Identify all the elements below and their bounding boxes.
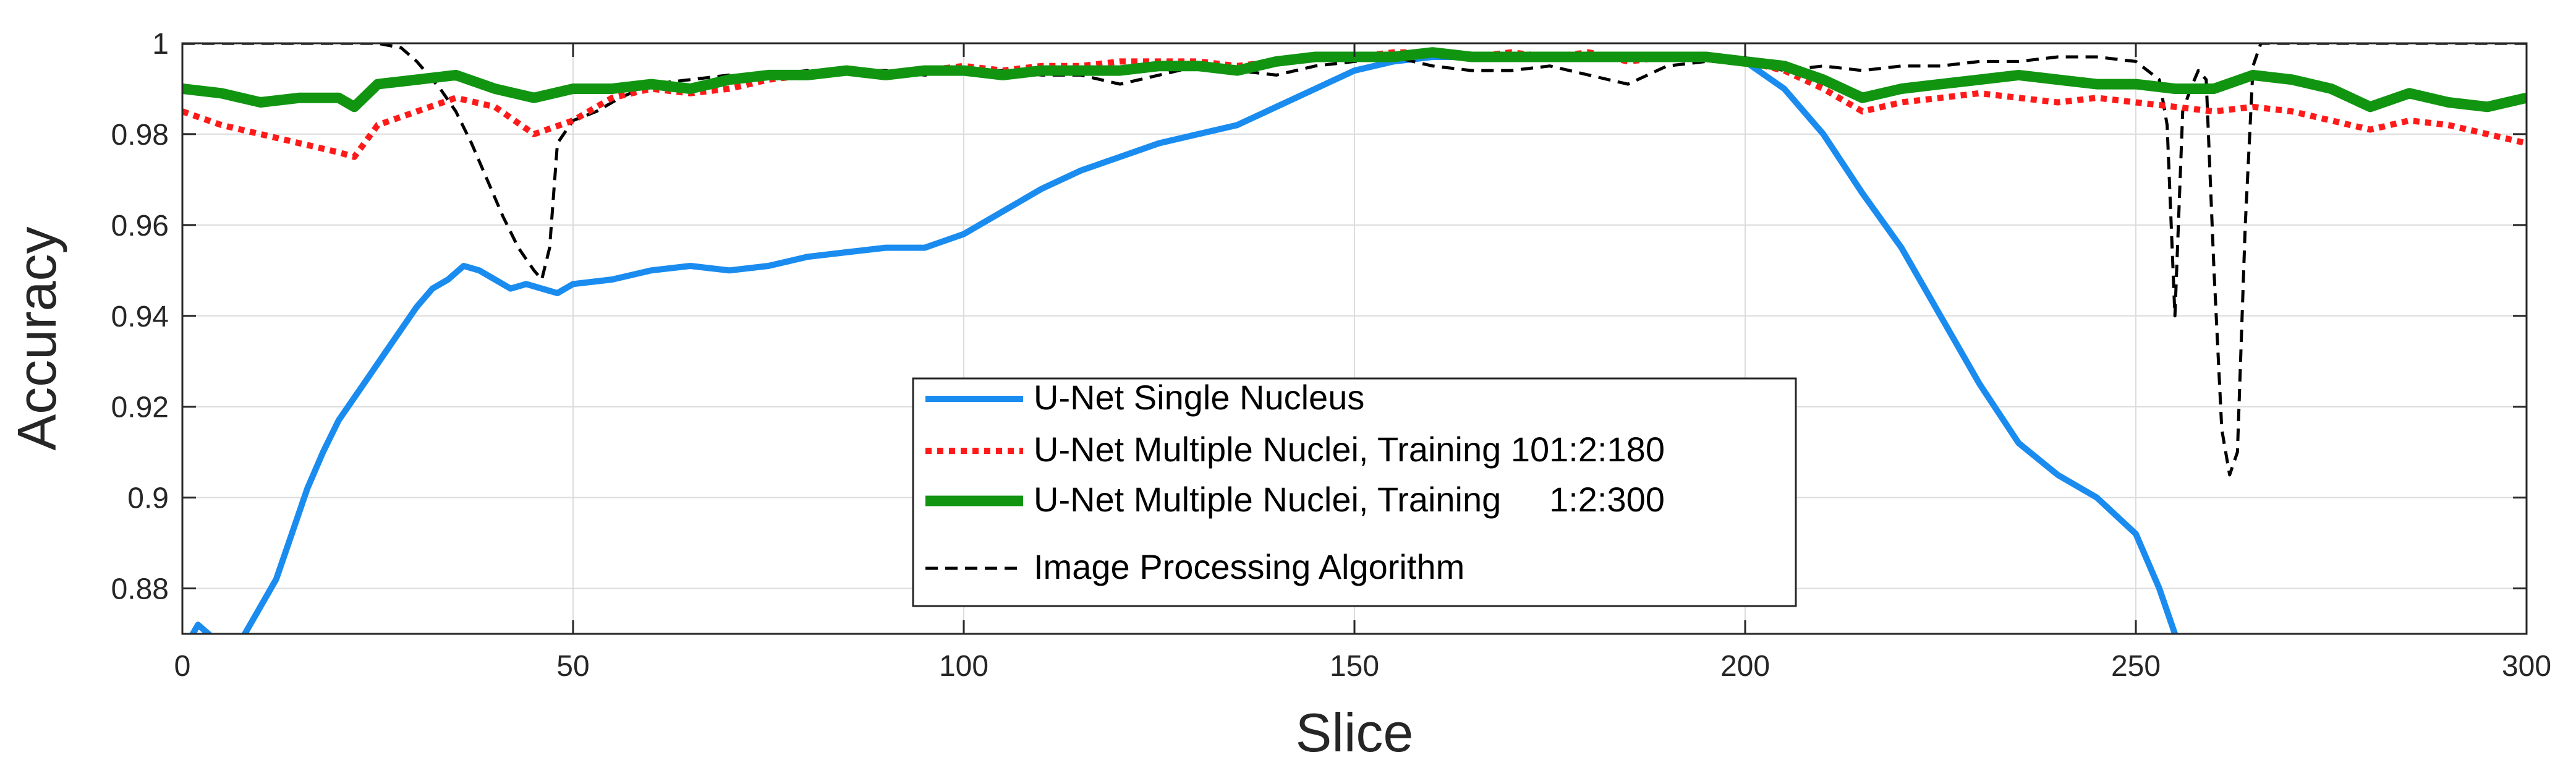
y-tick-label: 0.9 xyxy=(127,482,169,515)
y-tick-label: 0.94 xyxy=(111,301,169,333)
x-tick-label: 100 xyxy=(939,650,988,683)
x-tick-label: 50 xyxy=(556,650,589,683)
legend-label-1: U-Net Multiple Nuclei, Training 101:2:18… xyxy=(1034,430,1665,469)
x-tick-label: 250 xyxy=(2111,650,2161,683)
series-lines xyxy=(182,43,2527,634)
x-tick-label: 300 xyxy=(2502,650,2551,683)
axis-ticks: 0 50 100 150 200 250 300 0.88 0.9 0.92 0.94 0.96 0.9… xyxy=(111,28,2551,683)
y-tick-label: 1 xyxy=(152,28,169,61)
legend-box xyxy=(912,377,1797,607)
series-line-0 xyxy=(189,54,2178,634)
series-line-2 xyxy=(182,47,2527,113)
legend-label-3: Image Processing Algorithm xyxy=(1034,547,1464,586)
legend: U-Net Single Nucleus U-Net Multiple Nucle… xyxy=(912,377,1797,607)
y-axis-label: Accuracy xyxy=(6,227,67,451)
y-tick-label: 0.88 xyxy=(111,573,169,606)
y-tick-label: 0.92 xyxy=(111,391,169,424)
y-tick-label: 0.98 xyxy=(111,119,169,152)
x-tick-label: 0 xyxy=(174,650,191,683)
legend-label-2: U-Net Multiple Nuclei, Training 1:2:300 xyxy=(1034,480,1665,519)
x-tick-label: 200 xyxy=(1720,650,1770,683)
x-axis-label: Slice xyxy=(1296,702,1414,763)
legend-label-0: U-Net Single Nucleus xyxy=(1034,378,1364,417)
series-line-3 xyxy=(182,43,2527,477)
x-tick-label: 150 xyxy=(1330,650,1379,683)
y-tick-label: 0.96 xyxy=(111,210,169,242)
